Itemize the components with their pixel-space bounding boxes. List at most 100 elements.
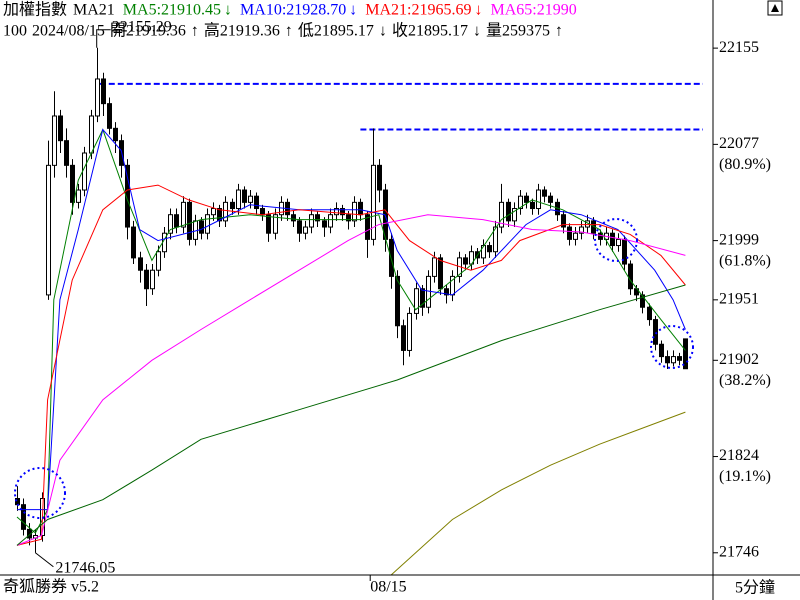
y-tick-label: 21824 [719, 447, 759, 464]
plot-area [15, 47, 703, 575]
candle-body [82, 152, 87, 191]
candle-body [432, 257, 437, 277]
info-item: 量259375 [486, 23, 550, 40]
y-tick-label: 22077 [719, 135, 759, 152]
ma-arrow: ↓ [224, 2, 232, 19]
highlight-circle [650, 325, 694, 369]
header-indicator: MA21 [73, 2, 115, 19]
candle-body [524, 195, 529, 203]
y-tick-label: 21902 [719, 351, 759, 368]
candle-body [260, 208, 265, 216]
candle-body [328, 214, 333, 228]
candle-body [254, 195, 259, 210]
candle-body [315, 214, 320, 222]
candle-body [598, 232, 603, 240]
candle-body [561, 214, 566, 228]
candle-body [107, 103, 112, 129]
candle-body [463, 257, 468, 265]
candle-body [217, 208, 222, 222]
ma-line [390, 411, 686, 575]
candle-body [138, 257, 143, 271]
candle-body [365, 214, 370, 240]
candle-body [76, 189, 81, 203]
candle-body [610, 232, 615, 247]
info-item: ↑ [191, 23, 199, 40]
candle-body [401, 325, 406, 351]
candle-body [640, 294, 645, 308]
candle-body [389, 238, 394, 277]
candle-body [628, 263, 633, 290]
candle-body [512, 208, 517, 222]
info-item: ↓ [473, 23, 481, 40]
candle-body [223, 201, 228, 222]
low-label: 21746.05 [55, 559, 115, 576]
ma-line [16, 214, 686, 546]
candle-body [52, 115, 57, 166]
candle-body [671, 356, 676, 364]
candle-body [395, 275, 400, 327]
candle-body [542, 189, 547, 197]
ma-readout: MA10:21928.70 [240, 2, 346, 19]
candle-body [156, 251, 161, 271]
candle-body [230, 201, 235, 210]
candle-body [211, 208, 216, 216]
candle-body [371, 164, 376, 240]
candle-body [174, 214, 179, 228]
candle-body [150, 269, 155, 290]
candle-body [340, 208, 345, 216]
candle-body [89, 115, 94, 154]
ma-line [16, 284, 686, 546]
y-tick-label: 22155 [719, 39, 759, 56]
candle-body [499, 201, 504, 228]
candle-body [616, 238, 621, 247]
x-tick-label: 08/15 [370, 579, 406, 596]
candle-body [647, 306, 652, 321]
ma-arrow: ↓ [475, 2, 483, 19]
y-tick-label: 21951 [719, 291, 759, 308]
candle-body [407, 312, 412, 351]
candle-body [377, 164, 382, 191]
candle-body [125, 164, 130, 228]
candle-body [322, 220, 327, 228]
candle-body [205, 214, 210, 234]
ma-line [16, 184, 686, 546]
retracement-label: (19.1%) [719, 468, 771, 485]
info-item: ↑ [285, 23, 293, 40]
retracement-label: (80.9%) [719, 156, 771, 173]
candle-body [168, 214, 173, 234]
candle-body [438, 257, 443, 290]
ma-arrow: ↓ [349, 2, 357, 19]
candle-body [266, 214, 271, 234]
info-item: 100 [3, 23, 27, 40]
footer-left: 奇狐勝券 v5.2 [3, 578, 99, 596]
candle-body [291, 214, 296, 222]
candle-body [346, 214, 351, 222]
candle-body [131, 226, 136, 259]
candle-body [101, 78, 106, 105]
ma-readout: MA21:21965.69 [365, 2, 471, 19]
candle-body [414, 288, 419, 314]
candle-body [248, 195, 253, 203]
candle-body [64, 140, 69, 166]
candle-body [352, 201, 357, 222]
ma-readout: MA65:21990 [491, 2, 577, 19]
candle-body [567, 226, 572, 240]
candle-body [677, 356, 682, 361]
candle-body [579, 226, 584, 234]
high-label: 22155.29 [112, 18, 172, 35]
candle-body [273, 214, 278, 234]
header: 加權指數 MA21 MA5:21910.45 ↓ MA10:21928.70 ↓ MA21:… [3, 1, 577, 40]
retracement-label: (38.2%) [719, 372, 771, 389]
candle-body [536, 189, 541, 210]
candle-body [444, 288, 449, 296]
candle-body [144, 269, 149, 290]
annotation-leader [35, 552, 54, 568]
info-item: 開21919.36 [110, 23, 186, 40]
candle-body [113, 127, 118, 142]
candle-body [181, 201, 186, 228]
candle-body [530, 201, 535, 210]
info-item: 高21919.36 [204, 22, 280, 40]
candle-body [242, 189, 247, 203]
retracement-label: (61.8%) [719, 252, 771, 269]
